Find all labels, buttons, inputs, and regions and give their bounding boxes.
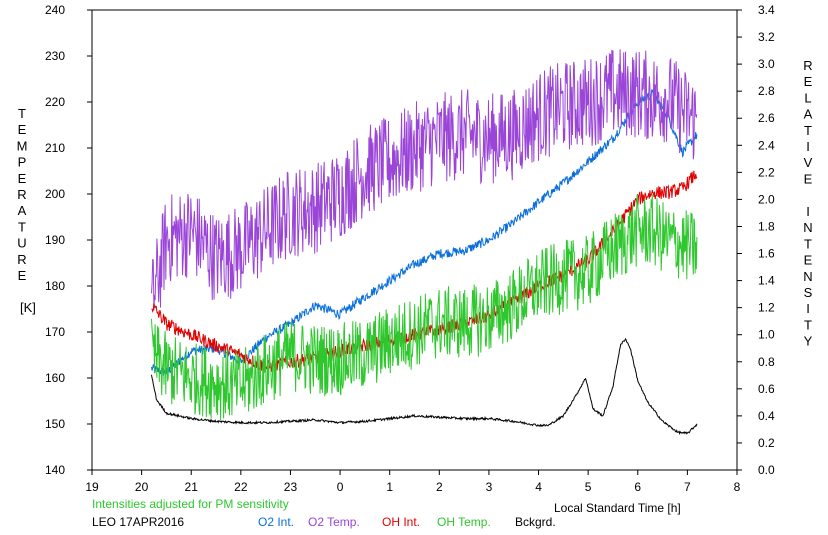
x-tick-label: 22	[234, 480, 248, 494]
right-tick-label: 0.6	[758, 382, 775, 396]
left-y-axis: 140 150 160 170 180 190 200 210 220 230 240	[45, 3, 92, 477]
right-label-letter: A	[804, 107, 813, 122]
series-line-o2-int	[151, 88, 698, 376]
right-label-letter: N	[803, 269, 812, 284]
right-label-letter: T	[804, 317, 812, 332]
left-label-letter: E	[18, 122, 27, 137]
right-tick-label: 0.2	[758, 436, 775, 450]
left-tick-label: 240	[45, 3, 65, 17]
right-tick-label: 1.6	[758, 247, 775, 261]
right-tick-label: 1.0	[758, 328, 775, 342]
right-tick-label: 1.2	[758, 301, 775, 315]
x-tick-label: 5	[585, 480, 592, 494]
x-axis-label: Local Standard Time [h]	[554, 501, 681, 515]
right-label-letter: S	[804, 285, 813, 300]
right-tick-label: 1.4	[758, 274, 775, 288]
right-label-letter: I	[806, 204, 810, 219]
right-tick-label: 3.0	[758, 57, 775, 71]
legend-o2-temp: O2 Temp.	[308, 515, 360, 529]
x-tick-label: 0	[337, 480, 344, 494]
left-label-letter: P	[18, 155, 27, 170]
left-tick-label: 210	[45, 141, 65, 155]
x-tick-label: 3	[486, 480, 493, 494]
x-tick-label: 21	[185, 480, 199, 494]
left-label-letter: R	[17, 252, 26, 267]
right-label-letter: I	[806, 139, 810, 154]
series-layer	[151, 49, 698, 436]
right-tick-label: 1.8	[758, 219, 775, 233]
right-tick-label: 3.4	[758, 3, 775, 17]
left-label-letter: E	[18, 268, 27, 283]
right-tick-label: 0.8	[758, 355, 775, 369]
left-tick-label: 170	[45, 325, 65, 339]
x-tick-label: 4	[535, 480, 542, 494]
right-tick-label: 2.4	[758, 138, 775, 152]
right-label-letter: E	[804, 253, 813, 268]
x-tick-label: 8	[734, 480, 741, 494]
right-label-letter: T	[804, 236, 812, 251]
left-tick-label: 220	[45, 95, 65, 109]
x-tick-label: 2	[436, 480, 443, 494]
left-tick-label: 230	[45, 49, 65, 63]
left-label-letter: T	[18, 219, 26, 234]
right-tick-label: 0.4	[758, 409, 775, 423]
right-y-axis: 0.0 0.2 0.4 0.6 0.8 1.0 1.2 1.4 1.6 1.8 2.0 2.2 2.4 2…	[737, 3, 775, 477]
right-tick-label: 2.8	[758, 84, 775, 98]
right-label-letter: Y	[804, 334, 813, 349]
left-tick-label: 140	[45, 463, 65, 477]
right-label-letter: R	[803, 58, 812, 73]
left-label-letter: A	[18, 203, 27, 218]
right-label-letter: N	[803, 220, 812, 235]
right-label-letter: V	[804, 155, 813, 170]
right-label-letter: T	[804, 123, 812, 138]
x-tick-label: 6	[634, 480, 641, 494]
series-line-o2-temp	[151, 49, 698, 311]
right-label-letter: I	[806, 301, 810, 316]
right-tick-label: 0.0	[758, 463, 775, 477]
left-tick-label: 160	[45, 371, 65, 385]
right-label-letter: E	[804, 171, 813, 186]
sensitivity-note: Intensities adjusted for PM sensitivity	[92, 497, 289, 511]
right-tick-label: 2.6	[758, 111, 775, 125]
x-tick-label: 20	[135, 480, 149, 494]
left-tick-label: 150	[45, 417, 65, 431]
right-tick-label: 2.0	[758, 192, 775, 206]
right-tick-label: 3.2	[758, 30, 775, 44]
legend-oh-int: OH Int.	[382, 515, 420, 529]
left-tick-label: 190	[45, 233, 65, 247]
right-label-letter: E	[804, 74, 813, 89]
x-tick-label: 19	[85, 480, 99, 494]
left-label-letter: M	[17, 138, 28, 153]
right-tick-label: 2.2	[758, 165, 775, 179]
x-tick-label: 7	[684, 480, 691, 494]
legend-oh-temp: OH Temp.	[437, 515, 491, 529]
legend-bckgrd: Bckgrd.	[515, 515, 556, 529]
x-tick-label: 1	[386, 480, 393, 494]
left-label-letter: R	[17, 187, 26, 202]
left-label-letter: T	[18, 106, 26, 121]
series-line-bckgrd	[151, 337, 698, 436]
x-axis: 19 20 21 22 23 0 1 2 3 4 5 6 7 8	[85, 470, 741, 494]
series-line-oh-temp	[151, 194, 698, 421]
right-label-letter: L	[804, 90, 811, 105]
legend-o2-int: O2 Int.	[258, 515, 294, 529]
left-tick-label: 200	[45, 187, 65, 201]
station-label: LEO 17APR2016	[92, 515, 184, 529]
left-label-letter: E	[18, 171, 27, 186]
left-tick-label: 180	[45, 279, 65, 293]
x-tick-label: 23	[284, 480, 298, 494]
left-label-letter: U	[17, 236, 26, 251]
left-axis-unit: [K]	[20, 300, 36, 315]
